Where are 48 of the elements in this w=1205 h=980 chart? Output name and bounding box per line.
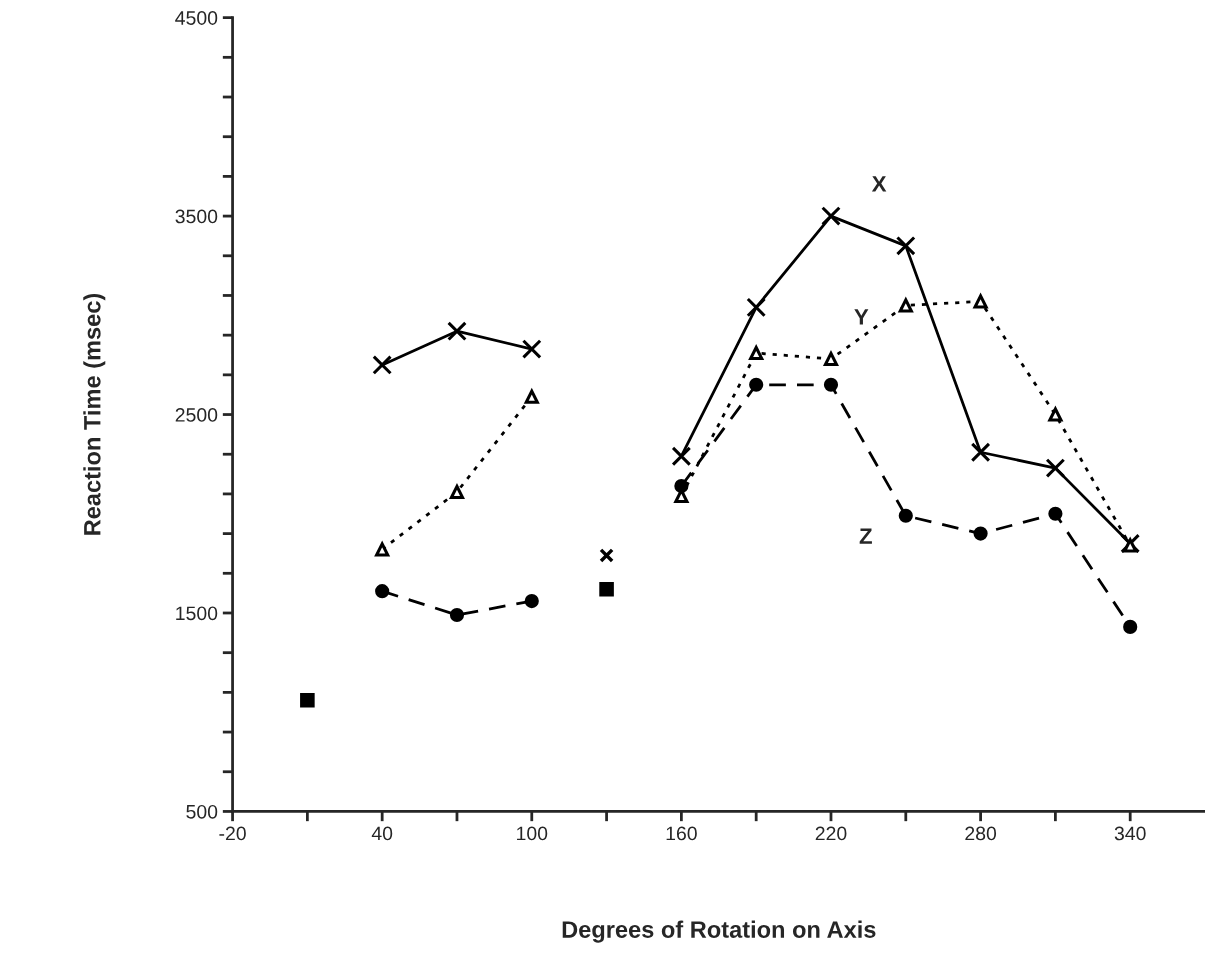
series-label: Z [859, 528, 872, 544]
point [749, 345, 764, 361]
point [449, 484, 465, 500]
point [375, 542, 390, 557]
point [521, 339, 542, 359]
point [970, 442, 991, 463]
series-label: X [871, 176, 887, 192]
point [375, 584, 390, 599]
y-tick-label: 500 [186, 804, 218, 819]
point [300, 693, 315, 708]
point [524, 594, 539, 609]
point [523, 387, 540, 404]
point [372, 355, 393, 375]
x-tick-label: 280 [965, 826, 997, 841]
point [973, 526, 988, 541]
series-label: Y [854, 309, 869, 325]
y-tick-label: 4500 [175, 11, 218, 25]
point [1123, 538, 1138, 553]
y-axis-title: Reaction Time (msec) [83, 293, 106, 535]
x-tick-label: 40 [371, 826, 393, 841]
x-axis-title: Degrees of Rotation on Axis [562, 920, 876, 943]
point [449, 607, 465, 623]
point [973, 294, 988, 309]
x-tick-label: 220 [815, 826, 847, 841]
point [447, 321, 467, 342]
x-tick-label: 100 [517, 826, 548, 841]
point [1045, 458, 1066, 478]
point [821, 206, 841, 226]
x-tick-label: 340 [1114, 826, 1146, 841]
y-tick-label: 1500 [176, 606, 218, 621]
point [746, 297, 767, 318]
point [599, 581, 614, 597]
point [1048, 506, 1063, 521]
x-tick-label: -20 [219, 826, 246, 841]
y-tick-label: 3500 [175, 209, 218, 224]
point [895, 235, 916, 256]
point [599, 548, 614, 563]
point [671, 446, 692, 467]
point [823, 377, 839, 392]
point [823, 351, 839, 367]
point [1048, 407, 1063, 422]
point [898, 508, 913, 523]
point [749, 377, 764, 392]
point [1123, 619, 1138, 634]
y-tick-label: 2500 [175, 408, 218, 422]
point [898, 298, 913, 313]
point [674, 478, 689, 494]
x-tick-label: 160 [666, 826, 697, 841]
